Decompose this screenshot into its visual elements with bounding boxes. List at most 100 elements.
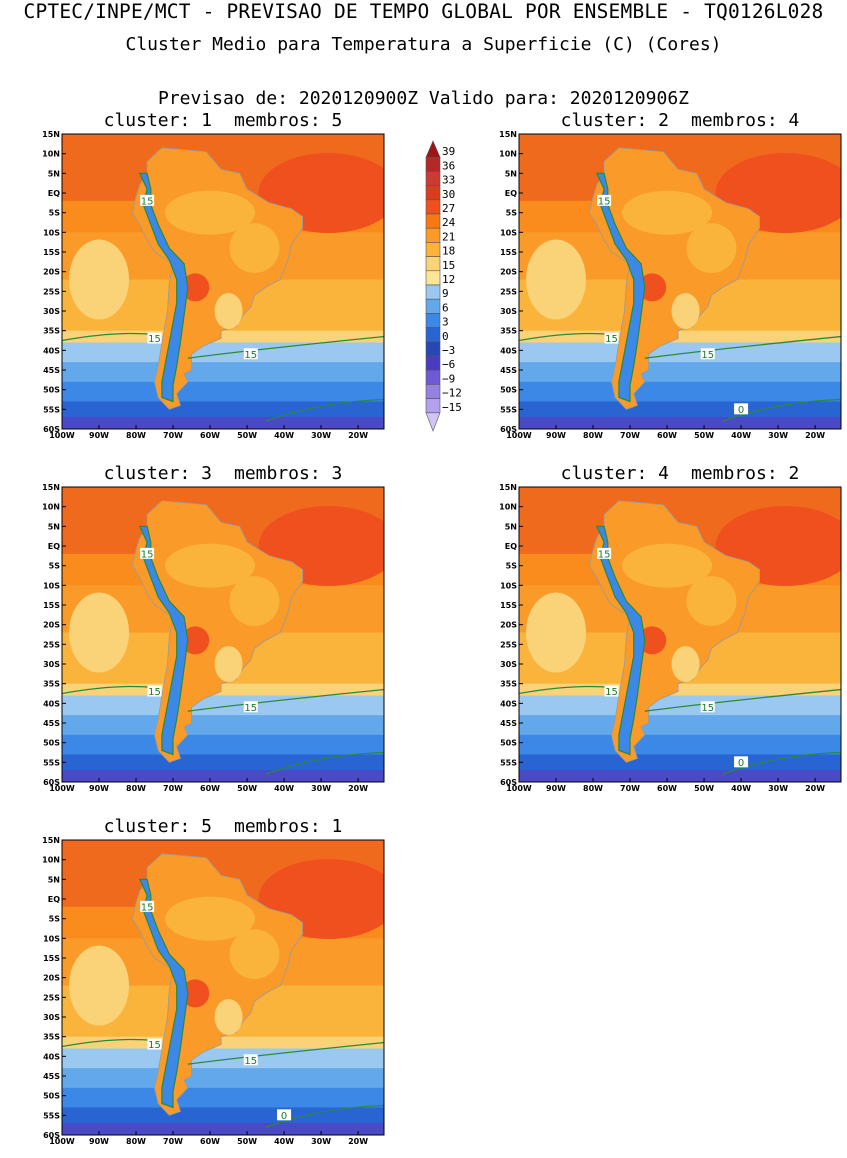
lat-tick-label: 40S	[43, 699, 60, 708]
lat-tick-label: 10N	[499, 150, 517, 159]
lat-tick-label: 5S	[49, 915, 61, 924]
lat-tick-label: 10S	[43, 228, 60, 237]
lat-tick-label: 30S	[500, 307, 517, 316]
cluster-label: cluster:	[560, 463, 648, 484]
lat-tick-label: 40S	[43, 1052, 60, 1061]
cluster-panel-1: cluster: 1 membros: 5 15 15 15 15N 10N 5N EQ 5S 10…	[22, 110, 385, 442]
members-count: 3	[331, 463, 343, 484]
lat-tick-label: 10N	[42, 150, 60, 159]
members-label: membros:	[234, 110, 321, 131]
lat-tick-label: 15N	[42, 483, 60, 492]
lon-tick-label: 60W	[200, 784, 220, 793]
colorbar-label: 39	[442, 145, 455, 158]
lon-tick-label: 90W	[89, 1137, 109, 1146]
members-count: 2	[788, 463, 800, 484]
colorbar-swatch	[425, 384, 441, 399]
lon-tick-label: 90W	[546, 784, 566, 793]
colorbar-label: 9	[442, 287, 449, 300]
panel-title: cluster: 1 membros: 5	[62, 110, 384, 131]
lat-tick-label: 15N	[499, 483, 517, 492]
colorbar-swatch	[425, 412, 441, 432]
cluster-panel-4: cluster: 4 membros: 2 15 15 15 0 15N 10N 5N EQ 5S 1…	[479, 463, 842, 795]
contour-label: 15	[141, 549, 154, 560]
lat-tick-label: 25S	[43, 640, 60, 649]
lon-tick-label: 60W	[657, 431, 677, 440]
panel-title: cluster: 4 membros: 2	[519, 463, 841, 484]
lon-tick-label: 30W	[311, 1137, 331, 1146]
lon-tick-label: 90W	[89, 784, 109, 793]
members-count: 1	[331, 816, 343, 837]
lon-tick-label: 20W	[805, 431, 825, 440]
lon-tick-label: 30W	[311, 431, 331, 440]
lon-tick-label: 70W	[620, 784, 640, 793]
lat-tick-label: 5N	[48, 875, 60, 884]
temperature-map: 15 15 15 15N 10N 5N EQ 5S 10S 15S 20S 25S 30S 35S 40S 4…	[42, 130, 385, 440]
lat-tick-label: 40S	[43, 346, 60, 355]
panel-title: cluster: 5 membros: 1	[62, 816, 384, 837]
lon-tick-label: 50W	[237, 784, 257, 793]
colorbar-swatch	[425, 369, 441, 385]
colorbar-swatch	[425, 313, 441, 328]
lat-tick-label: 55S	[500, 758, 517, 767]
lat-tick-label: 10S	[43, 934, 60, 943]
colorbar-swatch	[425, 298, 441, 314]
lat-tick-label: 50S	[500, 739, 517, 748]
colorbar-swatch	[425, 156, 441, 172]
lat-tick-label: 20S	[43, 268, 60, 277]
lat-tick-label: 5S	[506, 209, 518, 218]
cluster-panel-2: cluster: 2 membros: 4 15 15 15 0 15N 10N 5N EQ 5S 1…	[479, 110, 842, 442]
members-label: membros:	[234, 816, 321, 837]
lon-tick-label: 50W	[694, 784, 714, 793]
lat-tick-label: 15S	[43, 248, 60, 257]
lon-tick-label: 80W	[583, 784, 603, 793]
contour-label: 15	[598, 549, 611, 560]
lat-tick-label: 20S	[500, 268, 517, 277]
members-label: membros:	[691, 110, 778, 131]
lat-tick-label: 30S	[43, 660, 60, 669]
cluster-label: cluster:	[560, 110, 648, 131]
cluster-number: 4	[658, 463, 669, 484]
colorbar-swatch	[425, 171, 441, 186]
contour-label: 15	[701, 350, 714, 361]
lat-tick-label: 25S	[43, 993, 60, 1002]
lat-tick-label: 50S	[43, 739, 60, 748]
cluster-label: cluster:	[103, 816, 191, 837]
lon-tick-label: 50W	[237, 431, 257, 440]
lat-tick-label: 5N	[505, 522, 517, 531]
lat-tick-label: 15S	[500, 248, 517, 257]
temperature-map: 15 15 15 0 15N 10N 5N EQ 5S 10S 15S 20S 25S 30S 35S 40S…	[499, 130, 842, 440]
contour-label: 0	[738, 405, 744, 416]
lat-tick-label: 5N	[48, 169, 60, 178]
cluster-number: 2	[658, 110, 669, 131]
lon-tick-label: 80W	[583, 431, 603, 440]
figure-title: CPTEC/INPE/MCT - PREVISAO DE TEMPO GLOBA…	[23, 0, 824, 23]
lat-tick-label: 30S	[43, 307, 60, 316]
colorbar-label: 21	[442, 230, 455, 243]
contour-label: 15	[605, 334, 618, 345]
lat-tick-label: 10S	[500, 228, 517, 237]
colorbar-swatch	[425, 270, 441, 286]
lat-tick-label: 5N	[505, 169, 517, 178]
lat-tick-label: 55S	[500, 405, 517, 414]
colorbar-label: 15	[442, 259, 455, 272]
colorbar-label: 30	[442, 188, 455, 201]
lon-tick-label: 40W	[274, 1137, 294, 1146]
lon-tick-label: 100W	[49, 1137, 75, 1146]
lon-tick-label: 80W	[126, 784, 146, 793]
lat-tick-label: 5N	[48, 522, 60, 531]
lat-tick-label: 60S	[500, 425, 517, 434]
lat-tick-label: 50S	[43, 1092, 60, 1101]
lat-tick-label: 25S	[43, 287, 60, 296]
lat-tick-label: EQ	[48, 542, 60, 551]
lon-tick-label: 70W	[163, 431, 183, 440]
members-label: membros:	[691, 463, 778, 484]
lat-tick-label: EQ	[505, 542, 517, 551]
contour-label: 15	[244, 350, 257, 361]
colorbar-swatch	[425, 398, 441, 414]
lat-tick-label: 25S	[500, 640, 517, 649]
panel-title: cluster: 2 membros: 4	[519, 110, 841, 131]
colorbar-label: 3	[442, 316, 449, 329]
lat-tick-label: EQ	[505, 189, 517, 198]
cluster-label: cluster:	[103, 110, 191, 131]
